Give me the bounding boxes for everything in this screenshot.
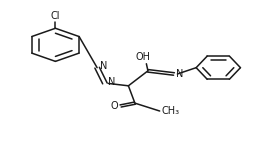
Text: OH: OH <box>136 52 151 62</box>
Text: CH₃: CH₃ <box>161 106 179 116</box>
Text: Cl: Cl <box>51 11 60 21</box>
Text: N: N <box>108 77 116 87</box>
Text: N: N <box>176 69 183 79</box>
Text: N: N <box>100 61 108 71</box>
Text: O: O <box>110 101 118 111</box>
